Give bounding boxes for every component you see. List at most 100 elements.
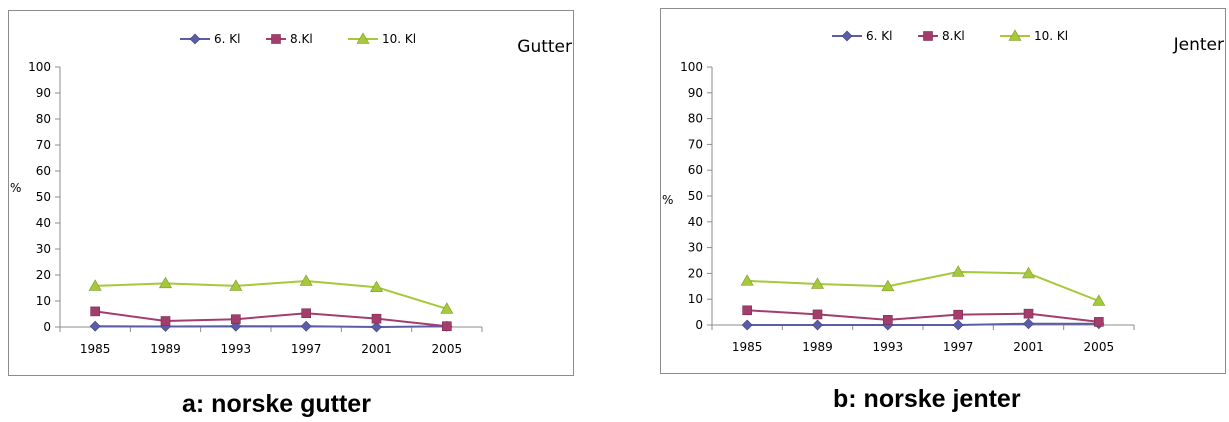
data-point — [742, 305, 752, 316]
legend-marker — [356, 32, 370, 44]
data-point — [442, 321, 452, 332]
legend-item: 10. Kl — [1000, 29, 1068, 43]
series-line — [747, 322, 1099, 326]
series-3 — [88, 274, 454, 314]
y-tick-label: 10 — [36, 294, 51, 308]
y-tick-label: 0 — [695, 318, 703, 332]
chart-panel-jenter: 0 10 20 30 40 50 60 70 80 90 100 1985 1989 1993 1997 20… — [660, 8, 1226, 374]
data-point — [160, 316, 171, 326]
legend-marker — [1008, 29, 1022, 41]
legend-label: 6. Kl — [866, 29, 892, 43]
data-point — [881, 279, 895, 292]
y-tick-label: 100 — [28, 60, 51, 74]
y-tick-label: 70 — [36, 138, 51, 152]
data-point — [1021, 266, 1036, 279]
y-tick-label: 20 — [36, 268, 51, 282]
chart-title: Gutter — [517, 37, 572, 57]
series-line — [747, 309, 1099, 323]
y-axis-label: % — [662, 193, 673, 207]
y-tick-label: 20 — [688, 266, 703, 280]
x-tick-label: 1993 — [221, 342, 252, 356]
line-chart-jenter: 0 10 20 30 40 50 60 70 80 90 100 1985 1989 1993 1997 20… — [662, 29, 1224, 354]
x-tick-label: 1997 — [943, 340, 974, 354]
x-tick-label: 2005 — [432, 342, 463, 356]
series-1 — [741, 318, 1105, 331]
y-tick-label: 90 — [688, 86, 703, 100]
x-tick-label: 2001 — [1013, 340, 1044, 354]
data-point — [810, 277, 825, 289]
y-tick-label: 60 — [36, 164, 51, 178]
x-tick-label: 1993 — [873, 340, 904, 354]
data-point — [369, 280, 384, 293]
legend: 6. Kl 8.Kl 10. Kl — [180, 32, 416, 46]
data-point — [90, 306, 100, 317]
y-tick-label: 30 — [688, 241, 703, 255]
y-tick-label: 50 — [688, 189, 703, 203]
data-point — [951, 265, 965, 277]
data-point — [300, 320, 312, 332]
data-point — [741, 319, 753, 331]
legend: 6. Kl 8.Kl 10. Kl — [832, 29, 1068, 43]
legend-item: 8.Kl — [918, 29, 965, 43]
x-tick-label: 1985 — [80, 342, 111, 356]
data-point — [231, 314, 241, 325]
legend-label: 8.Kl — [942, 29, 965, 43]
series-line — [95, 310, 447, 328]
y-tick-label: 70 — [688, 137, 703, 151]
data-point — [1023, 308, 1034, 319]
data-point — [371, 321, 382, 333]
legend-marker — [841, 30, 853, 42]
data-point — [812, 319, 823, 331]
x-tick-label: 1989 — [802, 340, 833, 354]
data-point — [1092, 294, 1106, 306]
caption-gutter: a: norske gutter — [182, 390, 371, 418]
chart-panel-gutter: 0 10 20 30 40 50 60 70 80 90 100 1985 1989 1993 1997 20… — [8, 10, 574, 376]
data-point — [299, 274, 313, 286]
data-point — [301, 308, 311, 319]
legend-item: 8.Kl — [266, 32, 313, 46]
y-tick-label: 30 — [36, 242, 51, 256]
x-tick-label: 1985 — [732, 340, 763, 354]
line-chart-gutter: 0 10 20 30 40 50 60 70 80 90 100 1985 1989 1993 1997 20… — [10, 32, 572, 356]
caption-jenter: b: norske jenter — [833, 385, 1021, 413]
data-point — [812, 309, 823, 320]
x-tick-label: 1989 — [150, 342, 181, 356]
chart-frame — [660, 8, 1226, 374]
x-tick-label: 2001 — [361, 342, 392, 356]
series-3 — [740, 265, 1106, 306]
series-2 — [742, 305, 1104, 327]
y-axis-label: % — [10, 181, 21, 195]
legend-item: 6. Kl — [180, 32, 240, 46]
data-point — [88, 279, 102, 291]
data-point — [1023, 318, 1034, 330]
y-tick-label: 40 — [688, 215, 703, 229]
legend-label: 10. Kl — [1034, 29, 1068, 43]
data-point — [440, 302, 454, 314]
x-tick-label: 2005 — [1084, 340, 1115, 354]
y-tick-label: 40 — [36, 216, 51, 230]
series-line — [747, 270, 1100, 302]
y-tick-label: 80 — [688, 112, 703, 126]
data-point — [952, 319, 964, 331]
legend-label: 6. Kl — [214, 32, 240, 46]
y-tick-label: 10 — [688, 292, 703, 306]
legend-marker — [271, 34, 281, 44]
data-point — [229, 279, 243, 291]
data-point — [89, 320, 101, 332]
y-tick-label: 100 — [680, 60, 703, 74]
x-tick-label: 1997 — [291, 342, 322, 356]
y-tick-label: 80 — [36, 112, 51, 126]
chart-title: Jenter — [1173, 35, 1224, 55]
legend-marker — [923, 31, 933, 41]
series-line — [95, 325, 447, 329]
data-point — [158, 276, 173, 289]
legend-item: 10. Kl — [348, 32, 416, 46]
legend-label: 10. Kl — [382, 32, 416, 46]
legend-marker — [189, 33, 201, 45]
legend-label: 8.Kl — [290, 32, 313, 46]
data-point — [953, 309, 963, 320]
y-tick-label: 90 — [36, 86, 51, 100]
y-tick-label: 60 — [688, 163, 703, 177]
series-2 — [90, 306, 452, 332]
data-point — [740, 274, 754, 286]
